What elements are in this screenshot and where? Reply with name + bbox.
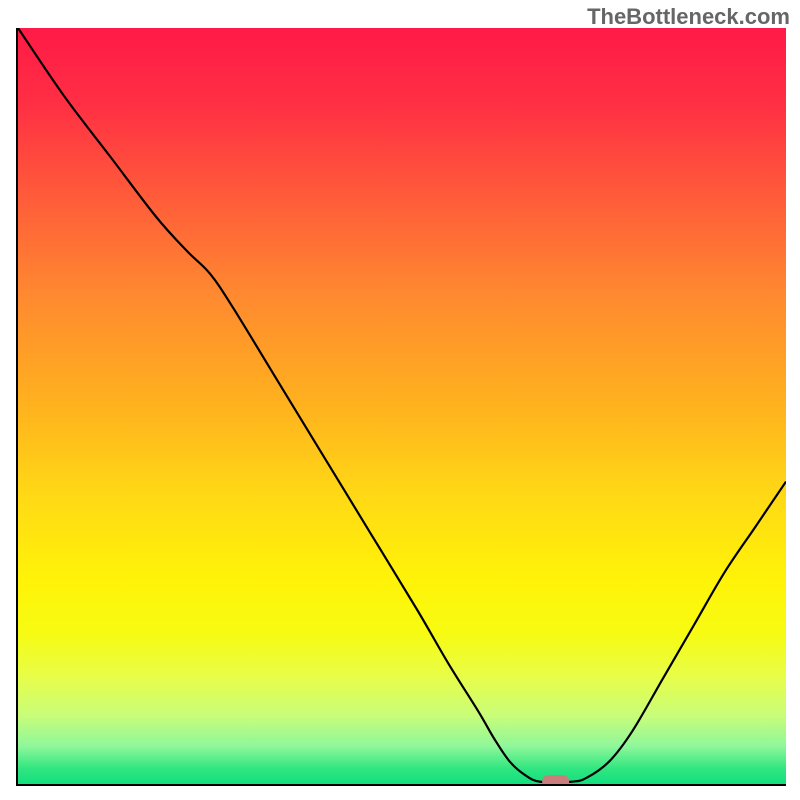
optimal-marker [542, 775, 570, 786]
plot-area [16, 28, 786, 786]
chart-container: TheBottleneck.com [0, 0, 800, 800]
watermark-text: TheBottleneck.com [587, 4, 790, 30]
curve-layer [18, 28, 786, 784]
bottleneck-curve [18, 28, 786, 782]
